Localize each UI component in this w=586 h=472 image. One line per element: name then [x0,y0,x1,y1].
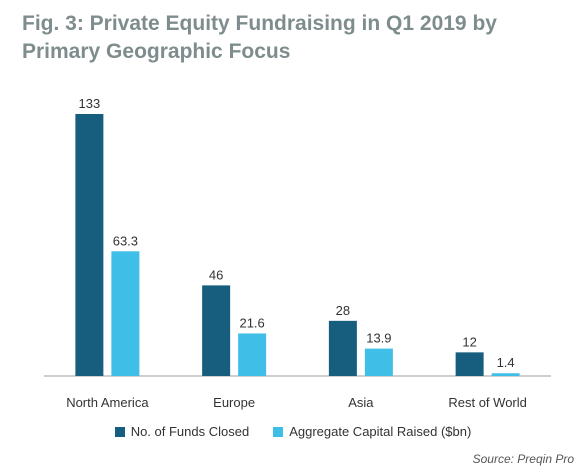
legend: No. of Funds Closed Aggregate Capital Ra… [0,424,586,439]
bar-north-america-funds [75,114,104,376]
legend-swatch-capital [273,426,284,437]
bar-asia-funds [328,320,357,376]
category-label-asia: Asia [348,395,374,410]
data-label-rest-of-world-funds: 12 [462,334,476,349]
source-note: Source: Preqin Pro [472,452,574,466]
data-label-asia-capital: 13.9 [366,331,391,346]
data-label-north-america-capital: 63.3 [113,233,138,248]
category-label-europe: Europe [213,395,255,410]
legend-item-funds: No. of Funds Closed [114,424,250,439]
legend-item-capital: Aggregate Capital Raised ($bn) [273,424,471,439]
data-label-rest-of-world-capital: 1.4 [497,355,515,370]
data-label-north-america-funds: 133 [79,96,101,111]
bar-north-america-capital [111,251,140,376]
data-label-europe-capital: 21.6 [239,315,264,330]
legend-label-funds: No. of Funds Closed [130,424,250,439]
category-label-north-america: North America [66,395,149,410]
category-label-rest-of-world: Rest of World [448,395,527,410]
bar-europe-capital [238,333,267,376]
data-label-europe-funds: 46 [209,267,223,282]
bar-europe-funds [202,285,231,376]
chart-title: Fig. 3: Private Equity Fundraising in Q1… [22,12,497,63]
data-label-asia-funds: 28 [336,303,350,318]
bar-rest-of-world-capital [491,373,520,376]
bar-asia-capital [364,348,393,376]
legend-label-capital: Aggregate Capital Raised ($bn) [289,424,472,439]
bar-rest-of-world-funds [455,352,484,376]
legend-swatch-funds [114,426,125,437]
